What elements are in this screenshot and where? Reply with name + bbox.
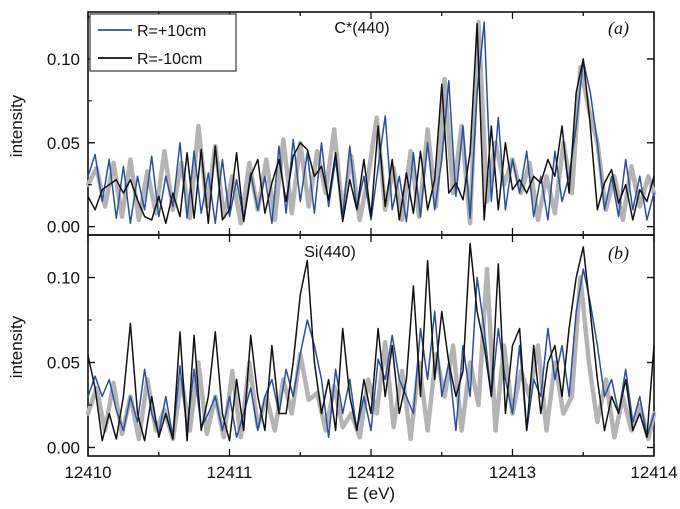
panel-b-series-blue xyxy=(87,268,655,439)
panel-b-series-black xyxy=(87,242,655,442)
x-tick-label: 12414 xyxy=(630,463,677,482)
panel-a-ytick-label: 0.00 xyxy=(47,218,80,237)
panel-b-ytick-label: 0.10 xyxy=(47,269,80,288)
panel-b-series-group xyxy=(85,242,657,442)
panel-a-title: C*(440) xyxy=(334,20,389,37)
panel-b-letter: (b) xyxy=(608,243,629,264)
legend-label-r-plus-10cm: R=+10cm xyxy=(137,23,206,40)
panel-a-letter: (a) xyxy=(608,18,629,39)
x-tick-label: 12411 xyxy=(206,463,252,482)
panel-a-series-group xyxy=(85,12,657,235)
x-tick-label: 12412 xyxy=(347,463,394,482)
panel-a-ytick-label: 0.05 xyxy=(47,134,80,153)
x-tick-label: 12413 xyxy=(489,463,536,482)
panel-b-y-ticks: 0.00 0.05 0.10 xyxy=(47,269,654,458)
panel-a-series-black xyxy=(87,22,655,225)
legend: R=+10cm R=-10cm xyxy=(89,13,237,72)
panel-b: 0.00 0.05 0.10 12410 12411 12412 12413 12414 S… xyxy=(7,234,678,503)
panel-b-title: Si(440) xyxy=(304,244,356,261)
panel-a: 0.00 0.05 0.10 C*(440) (a) intensity R=+10… xyxy=(7,11,657,237)
panel-a-ylabel: intensity xyxy=(7,94,26,157)
x-axis-title: E (eV) xyxy=(347,484,395,503)
panel-b-ylabel: intensity xyxy=(7,315,26,378)
legend-box xyxy=(89,13,237,72)
x-tick-label: 12410 xyxy=(64,463,111,482)
panel-a-series-blue xyxy=(87,21,655,225)
panel-b-ytick-label: 0.00 xyxy=(47,439,80,458)
panel-b-ytick-label: 0.05 xyxy=(47,354,80,373)
panel-b-x-ticks: 12410 12411 12412 12413 12414 xyxy=(64,235,678,482)
legend-label-r-minus-10cm: R=-10cm xyxy=(137,51,202,68)
panel-b-plot-frame xyxy=(87,234,655,457)
panel-a-ytick-label: 0.10 xyxy=(47,50,80,69)
panel-a-y-ticks: 0.00 0.05 0.10 xyxy=(47,16,654,237)
